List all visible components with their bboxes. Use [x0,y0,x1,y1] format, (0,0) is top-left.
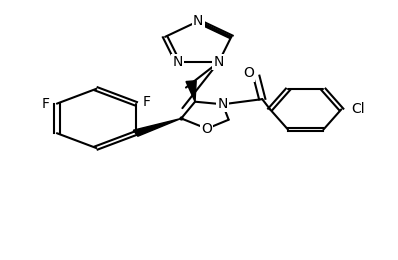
Text: N: N [173,55,183,69]
Text: F: F [42,97,50,111]
Text: N: N [213,55,224,69]
Text: O: O [243,66,254,80]
Text: N: N [193,14,203,28]
Text: F: F [143,95,151,109]
Text: Cl: Cl [351,102,365,116]
Polygon shape [186,81,196,102]
Text: N: N [218,97,228,111]
Text: O: O [201,122,213,136]
Polygon shape [133,118,181,136]
